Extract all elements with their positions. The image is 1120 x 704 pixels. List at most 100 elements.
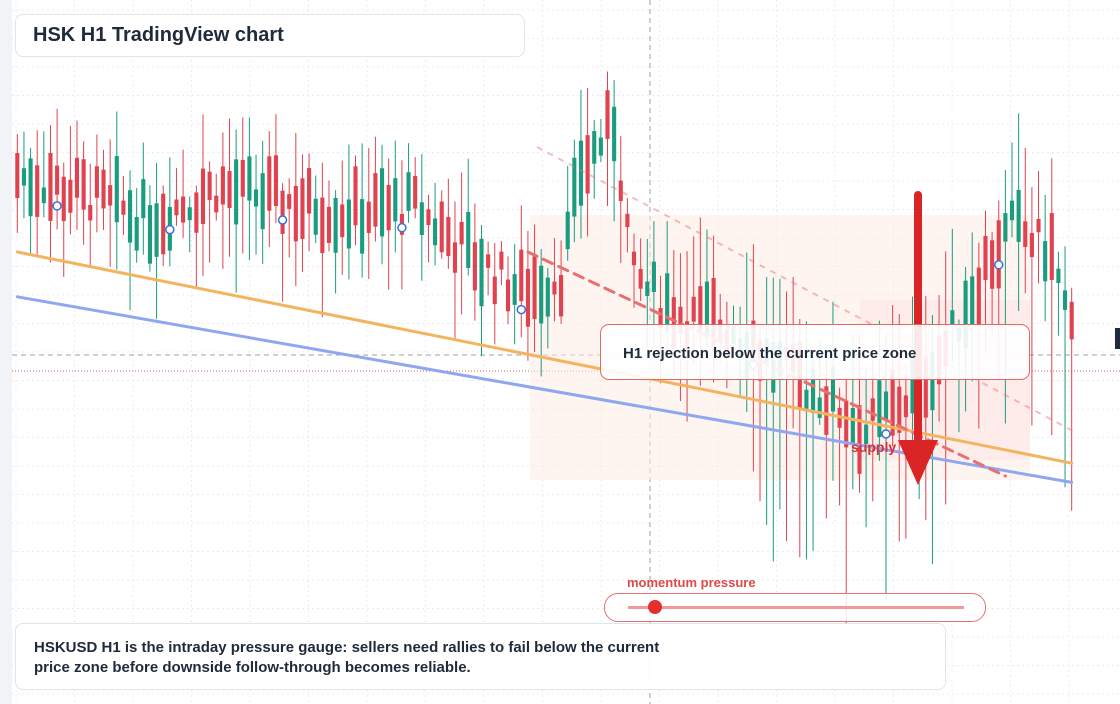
candle [240,117,245,254]
candle [499,241,504,286]
candle-body [360,199,365,254]
candle-body [519,249,524,302]
candle-body [983,235,988,281]
supply-label: supply [851,439,897,455]
candle-body [1069,301,1074,340]
candle-body [1003,213,1008,242]
rejection-callout: H1 rejection below the current price zon… [600,324,1030,380]
candle [625,198,630,253]
candle [68,125,73,235]
candle-body [883,391,889,421]
note-line-1: HSKUSD H1 is the intraday pressure gauge… [34,639,660,656]
candle [572,139,577,243]
candle-body [711,278,716,348]
candle-body [227,170,232,209]
candle [174,168,179,226]
candle [618,135,623,264]
candle [452,201,458,341]
note-line-2: price zone before downside follow-throug… [34,659,471,676]
candle-body [121,200,126,215]
candle [651,221,656,344]
candle [592,119,597,199]
candle-body [1023,221,1028,247]
candle-body [512,274,517,305]
candle-body [645,281,650,297]
candle-body [890,369,895,436]
candle [466,158,471,276]
candle-body [333,197,338,253]
candle [505,256,511,325]
candle [1016,113,1021,312]
candle [81,141,86,245]
candle-body [572,157,577,217]
candle-body [459,221,464,245]
candle-body [154,203,159,257]
candle [234,129,239,293]
candle-body [207,171,212,200]
candle-body [273,155,278,207]
candle-body [631,251,637,266]
candle [161,185,166,266]
candle-body [618,180,623,202]
trend-line-orange [15,250,1074,465]
candle [545,267,550,349]
analysis-note: HSKUSD H1 is the intraday pressure gauge… [15,623,946,690]
gauge-knob[interactable] [647,600,662,614]
candle-body [260,173,265,230]
momentum-gauge[interactable] [604,593,986,622]
candle [512,244,517,345]
candle-body [830,366,836,412]
candle-body [492,276,497,305]
candle [300,154,305,273]
candle-body [419,202,424,236]
candle [366,148,371,280]
candle-body [181,196,186,223]
candle-body [824,386,829,435]
candle-body [1036,218,1041,233]
candle-body [691,296,696,322]
candle [631,233,637,308]
gauge-track [628,606,964,609]
marker-dot [52,201,62,211]
candle-body [426,209,431,226]
trend-line-faint [536,146,1076,433]
candle-body [897,386,902,433]
candle [313,175,318,243]
candle-body [141,179,146,219]
candle-body [61,176,66,222]
candle-body [366,201,371,233]
candle [247,117,252,261]
candle-body [346,199,351,249]
candle-body [565,211,570,250]
candle-body [930,352,935,411]
candle [181,149,186,238]
candle [492,242,497,345]
candle-body [452,242,458,273]
candle-body [1056,268,1061,284]
candle [227,118,232,257]
candle-body [240,159,245,197]
candle-body [598,137,603,156]
candle-body [976,267,981,325]
candle-body [472,242,477,291]
arrow-head [898,440,938,485]
candle [1049,158,1054,436]
candle-body [1043,241,1048,282]
candle-body [970,276,975,325]
candle [320,162,325,318]
marker-dot [993,260,1004,270]
candle [293,133,298,287]
candle-body [48,153,53,221]
candle-body [804,389,809,410]
candle-body [963,280,968,349]
candle [1009,142,1015,238]
candle-body [81,159,86,210]
candle-body [433,218,438,246]
candle [267,131,272,248]
candle-body [220,166,225,205]
candle-body [353,166,358,226]
candle [127,170,133,311]
candle [307,153,312,251]
candle [1056,251,1061,336]
chart-title: HSK H1 TradingView chart [15,14,525,57]
